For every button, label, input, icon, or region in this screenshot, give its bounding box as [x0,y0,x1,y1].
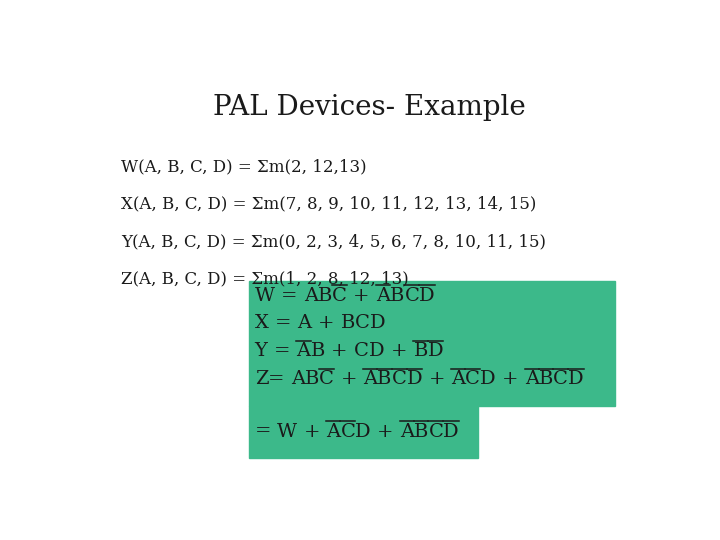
Text: D: D [480,370,496,388]
Text: =: = [274,342,290,360]
Text: +: + [428,370,445,388]
Text: A: A [451,370,465,388]
Text: C: C [320,370,334,388]
Text: A: A [291,370,305,388]
Text: C: C [554,370,568,388]
Text: B: B [390,287,405,305]
Text: +: + [391,342,408,360]
Text: +: + [377,422,394,441]
Text: +: + [318,314,334,333]
Text: C: C [465,370,480,388]
Text: C: C [428,422,444,441]
Text: Z: Z [255,370,268,388]
Text: D: D [369,342,384,360]
Text: D: D [356,422,371,441]
Text: +: + [331,342,348,360]
Text: B: B [539,370,554,388]
Bar [249,406,478,458]
Text: B: B [341,314,355,333]
Text: +: + [341,370,357,388]
Text: A: A [363,370,377,388]
Text: +: + [502,370,518,388]
Bar [249,281,615,406]
Text: D: D [428,342,444,360]
Text: D: D [568,370,584,388]
Text: A: A [326,422,341,441]
Text: Y(A, B, C, D) = Σm(0, 2, 3, 4, 5, 6, 7, 8, 10, 11, 15): Y(A, B, C, D) = Σm(0, 2, 3, 4, 5, 6, 7, … [121,233,546,250]
Text: B: B [318,287,332,305]
Text: C: C [405,287,419,305]
Text: A: A [525,370,539,388]
Text: A: A [376,287,390,305]
Text: A: A [297,342,310,360]
Text: X(A, B, C, D) = Σm(7, 8, 9, 10, 11, 12, 13, 14, 15): X(A, B, C, D) = Σm(7, 8, 9, 10, 11, 12, … [121,195,536,213]
Text: C: C [392,370,407,388]
Text: =: = [275,314,291,333]
Text: C: C [332,287,347,305]
Text: =: = [255,422,271,441]
Text: C: C [354,342,369,360]
Text: +: + [354,287,370,305]
Text: +: + [304,422,320,441]
Text: D: D [407,370,422,388]
Text: W: W [277,422,297,441]
Text: C: C [355,314,370,333]
Text: =: = [281,287,297,305]
Text: PAL Devices- Example: PAL Devices- Example [212,94,526,121]
Text: A: A [297,314,312,333]
Text: W(A, B, C, D) = Σm(2, 12,13): W(A, B, C, D) = Σm(2, 12,13) [121,158,366,175]
Text: B: B [377,370,392,388]
Text: Y: Y [255,342,268,360]
Text: A: A [400,422,414,441]
Text: W: W [255,287,274,305]
Text: B: B [310,342,325,360]
Text: Z(A, B, C, D) = Σm(1, 2, 8, 12, 13): Z(A, B, C, D) = Σm(1, 2, 8, 12, 13) [121,271,408,287]
Text: D: D [444,422,459,441]
Text: B: B [414,422,428,441]
Text: X: X [255,314,269,333]
Text: B: B [305,370,320,388]
Text: D: D [419,287,435,305]
Text: =: = [268,370,284,388]
Text: A: A [304,287,318,305]
Text: D: D [370,314,385,333]
Text: C: C [341,422,356,441]
Text: B: B [413,342,428,360]
